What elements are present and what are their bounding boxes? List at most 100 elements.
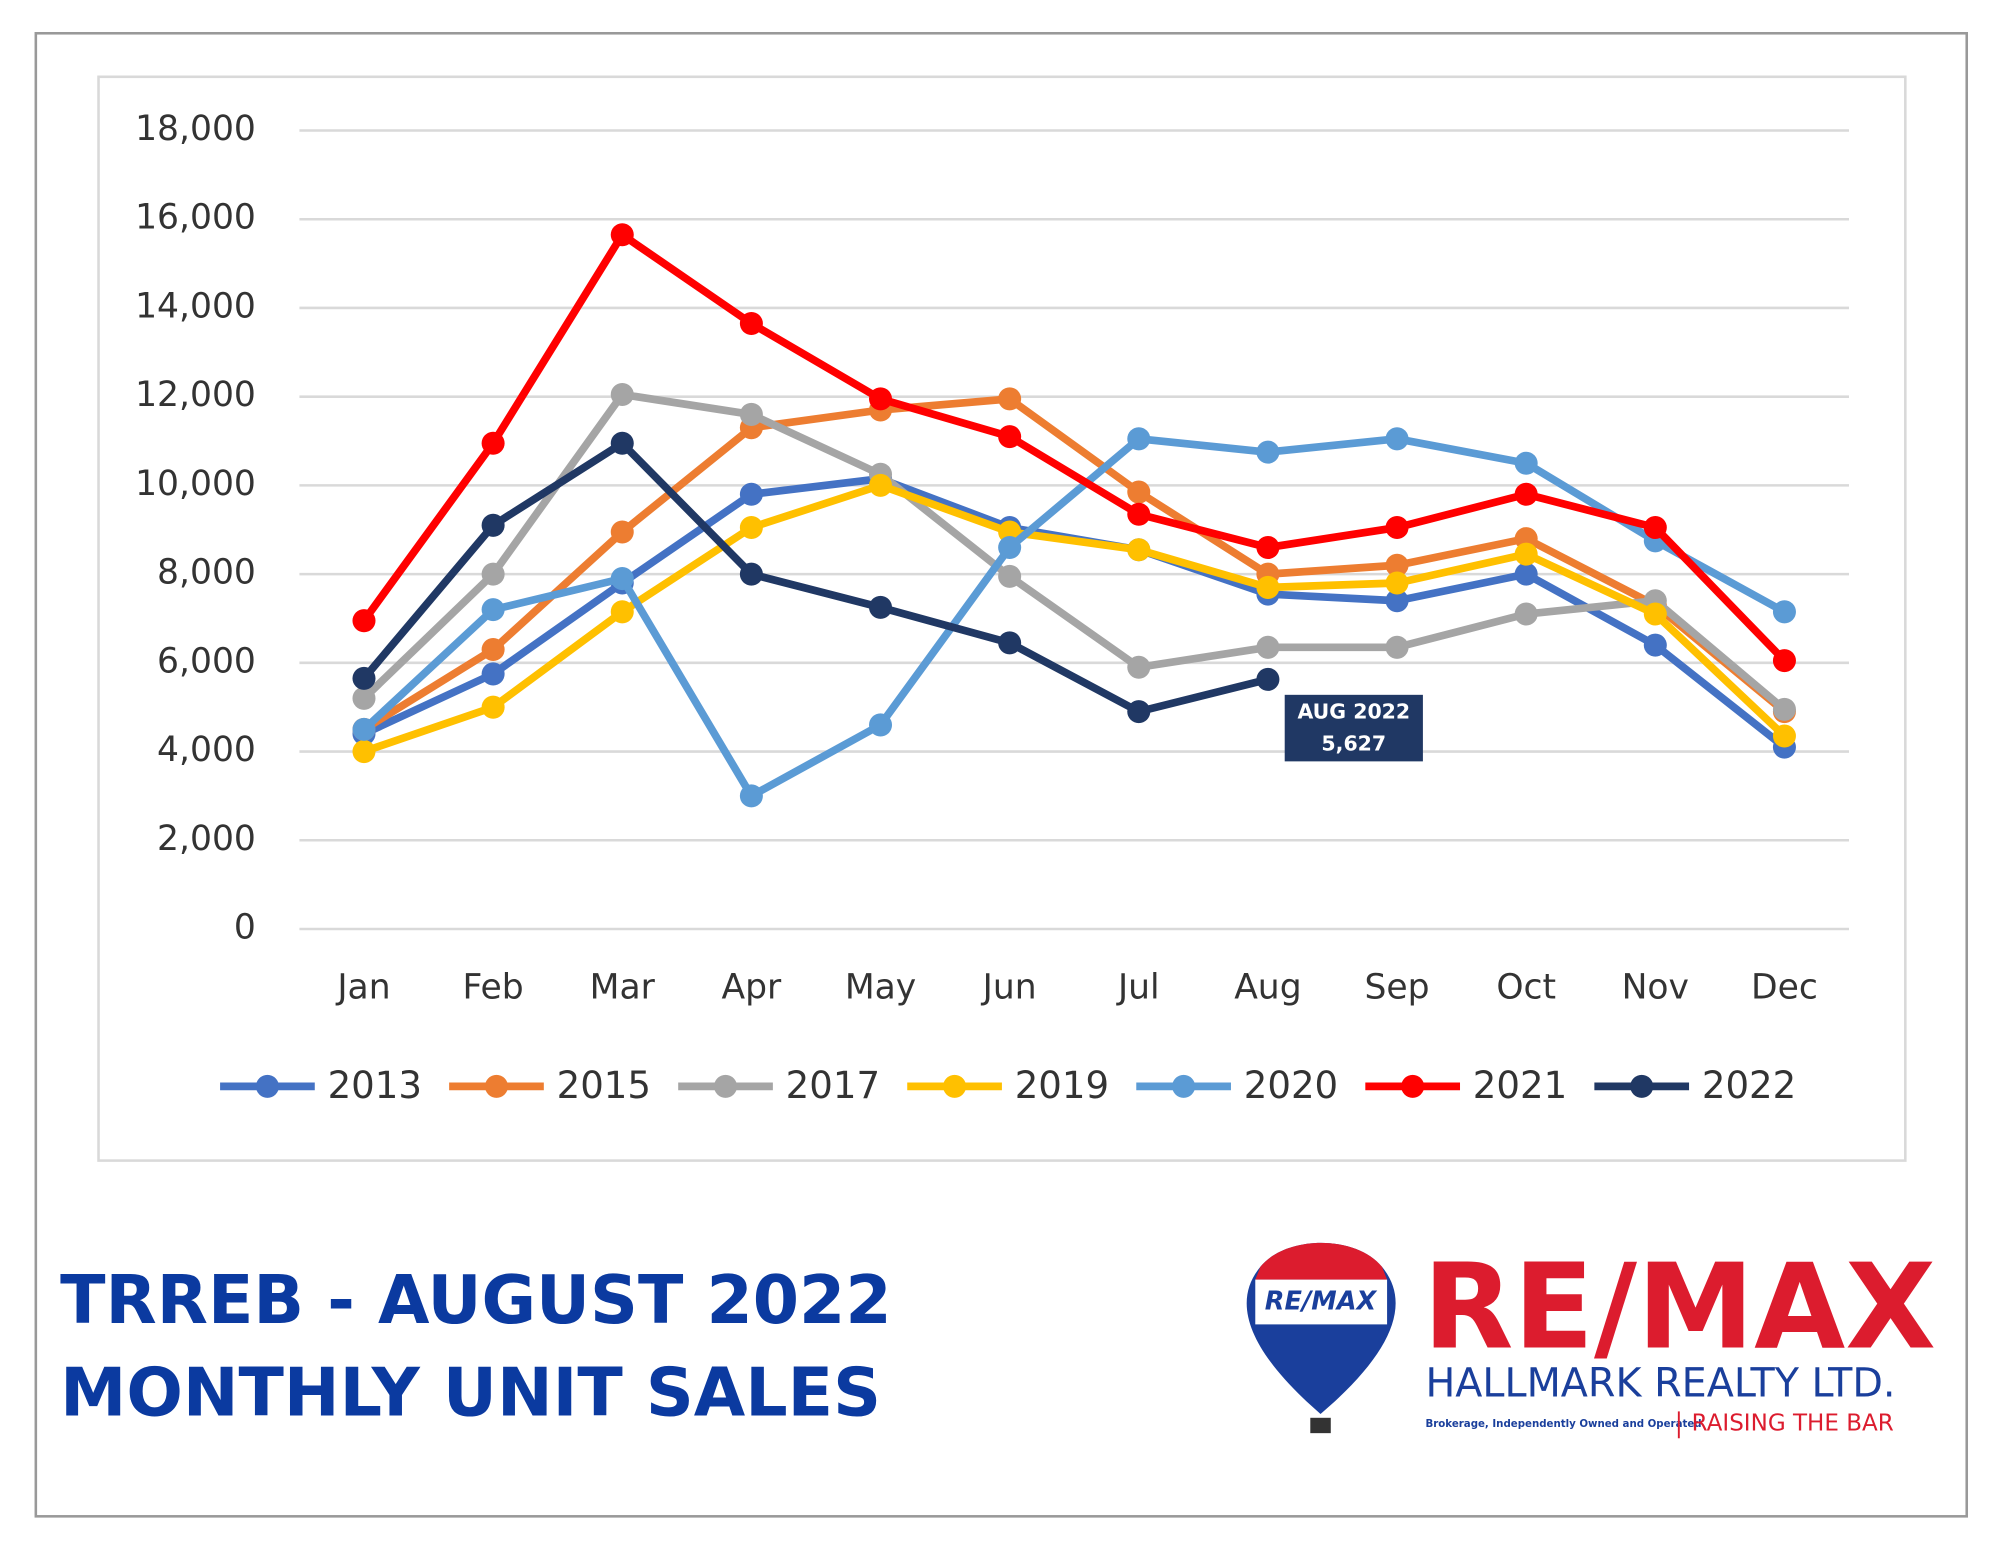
legend-label: 2019 (1015, 1064, 1109, 1107)
point (869, 387, 893, 411)
balloon-band (1255, 1279, 1388, 1325)
point (1127, 655, 1151, 679)
legend-marker (255, 1074, 279, 1098)
x-tick-label: Sep (1364, 968, 1429, 1008)
point (610, 382, 634, 406)
point (1385, 589, 1409, 613)
point (739, 562, 763, 586)
point (1772, 649, 1796, 673)
series-line (361, 395, 1787, 733)
point (1514, 542, 1538, 566)
point (1127, 502, 1151, 526)
point (1385, 571, 1409, 595)
point (998, 425, 1022, 449)
series-line (360, 230, 1788, 664)
page-title: MONTHLY UNIT SALES (60, 1353, 881, 1431)
point (481, 638, 505, 662)
point (481, 513, 505, 537)
y-tick-label: 18,000 (135, 109, 256, 149)
x-tick-label: Aug (1234, 968, 1301, 1008)
x-tick-label: Feb (463, 968, 524, 1008)
x-tick-label: May (845, 968, 916, 1008)
point (869, 713, 893, 737)
annotation-box (1284, 694, 1423, 762)
point (610, 600, 634, 624)
point (352, 717, 376, 741)
series-line (361, 390, 1787, 713)
series-line (361, 439, 1269, 716)
point (1385, 635, 1409, 659)
point (998, 387, 1022, 411)
point (998, 631, 1022, 655)
series-line (361, 434, 1787, 800)
point (998, 535, 1022, 560)
office: HALLMARK REALTY LTD. (1425, 1360, 1895, 1406)
point (869, 595, 893, 619)
y-tick-label: 6,000 (157, 641, 256, 681)
legend-marker (943, 1074, 967, 1098)
point (998, 564, 1022, 588)
legend-label: 2021 (1473, 1064, 1567, 1107)
legend-label: 2022 (1702, 1064, 1796, 1107)
y-tick-label: 4,000 (157, 730, 256, 770)
legend-label: 2017 (786, 1064, 880, 1107)
point (1643, 633, 1667, 657)
point (1256, 535, 1280, 560)
point (352, 609, 376, 633)
y-tick-label: 12,000 (135, 375, 256, 415)
x-tick-label: Apr (722, 968, 783, 1008)
point (739, 311, 763, 336)
point (481, 662, 505, 686)
legend-label: 2013 (328, 1064, 422, 1107)
point (352, 740, 376, 764)
point (1772, 697, 1796, 721)
x-tick-label: Oct (1496, 968, 1556, 1008)
point (1256, 635, 1280, 659)
point (1385, 516, 1409, 540)
point (739, 516, 763, 540)
point (869, 473, 893, 497)
point (1772, 600, 1796, 624)
point (1385, 553, 1409, 577)
legend-marker (484, 1074, 508, 1098)
point (481, 598, 505, 622)
point (1127, 538, 1151, 562)
point (610, 567, 634, 591)
point (1256, 440, 1280, 464)
slogan: RAISING THE BAR (1692, 1411, 1894, 1437)
point (352, 666, 376, 690)
point (481, 431, 505, 455)
x-tick-label: Jun (981, 968, 1037, 1008)
point (1643, 602, 1667, 626)
legend-label: 2015 (557, 1064, 651, 1107)
point (739, 402, 763, 426)
point (1256, 575, 1280, 599)
point (1514, 482, 1538, 506)
y-tick-label: 14,000 (135, 286, 256, 326)
point (610, 431, 634, 455)
x-tick-label: Mar (590, 968, 656, 1008)
brand: RE/MAX (1423, 1239, 1936, 1376)
point (1514, 451, 1538, 475)
point (481, 562, 505, 586)
legend-label: 2020 (1244, 1064, 1338, 1107)
x-tick-label: Dec (1751, 968, 1818, 1008)
logo: RE/MAX RE/MAX HALLMARK REALTY LTD. Broke… (1246, 1239, 1936, 1439)
legend-marker (1630, 1074, 1654, 1098)
annotation-text: 5,627 (1321, 732, 1386, 756)
x-tick-label: Jul (1116, 968, 1160, 1008)
note: Brokerage, Independently Owned and Opera… (1425, 1419, 1701, 1430)
point (1385, 427, 1409, 451)
point (1514, 562, 1538, 586)
balloon-text: RE/MAX (1265, 1287, 1378, 1317)
series-line (362, 481, 1788, 756)
point (739, 784, 763, 808)
point (1127, 700, 1151, 724)
x-tick-label: Jan (335, 968, 390, 1008)
point (1514, 602, 1538, 626)
point (739, 482, 763, 506)
page-title: TRREB - AUGUST 2022 (60, 1261, 891, 1339)
point (352, 686, 376, 710)
point (1772, 724, 1796, 748)
